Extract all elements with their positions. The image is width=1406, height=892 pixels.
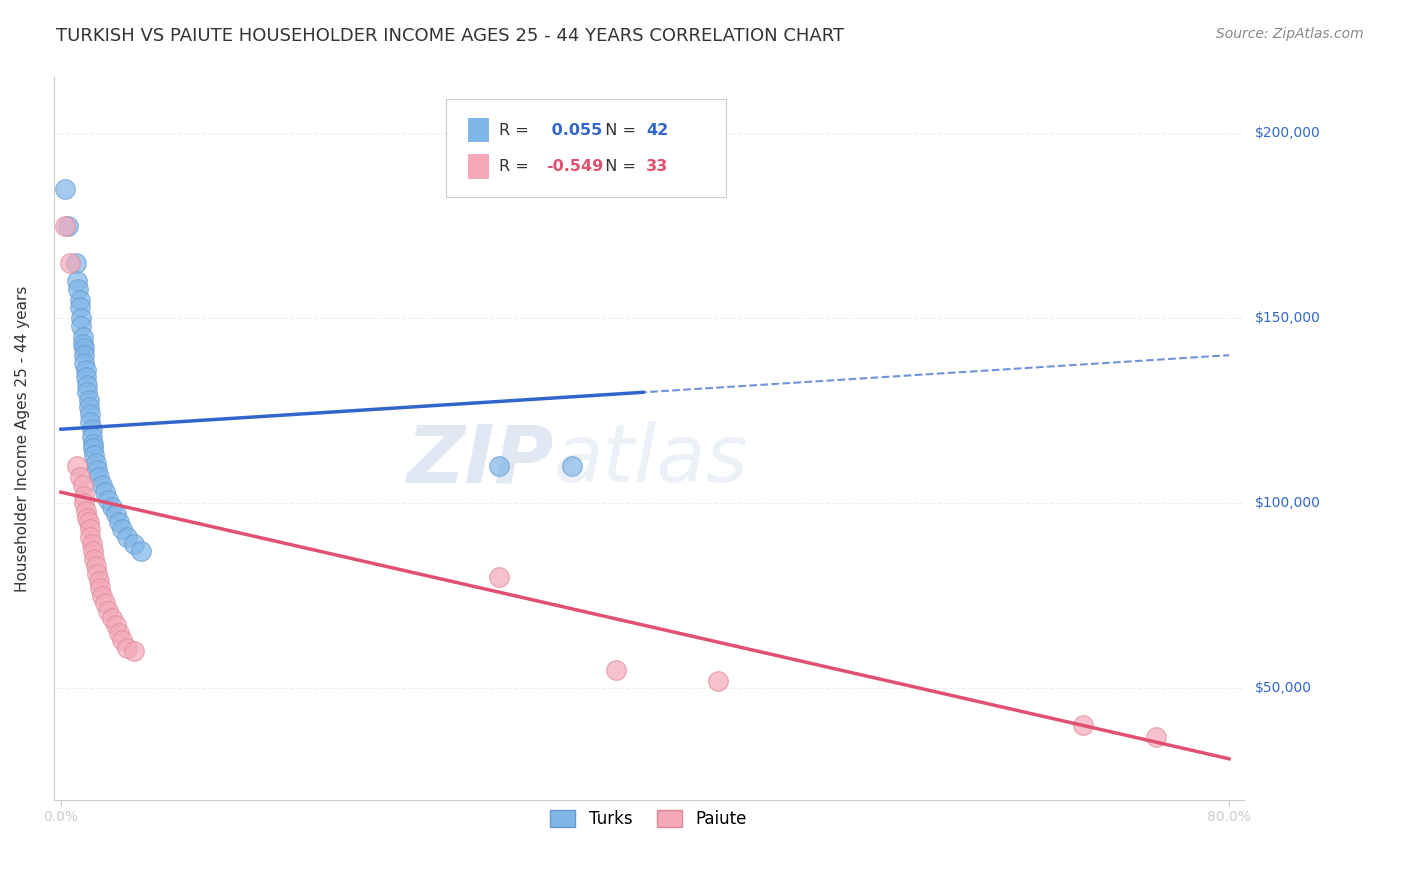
Text: N =: N =: [595, 123, 641, 137]
Point: [111, 522, 134, 536]
Point: [111, 633, 134, 648]
Point: [73, 489, 96, 503]
Y-axis label: Householder Income Ages 25 - 44 years: Householder Income Ages 25 - 44 years: [15, 285, 30, 591]
Point: [82, 441, 104, 455]
FancyBboxPatch shape: [468, 154, 489, 178]
Point: [80, 422, 103, 436]
Point: [73, 496, 96, 510]
Point: [80, 537, 103, 551]
Point: [122, 644, 145, 658]
Point: [129, 544, 152, 558]
Point: [70, 318, 93, 333]
Point: [69, 470, 91, 484]
Point: [76, 385, 98, 400]
Text: $100,000: $100,000: [1254, 496, 1320, 510]
Point: [73, 348, 96, 362]
Point: [53, 219, 76, 233]
Point: [59, 255, 82, 269]
Point: [82, 437, 104, 451]
Point: [1071, 718, 1094, 732]
Point: [90, 477, 112, 491]
Legend: Turks, Paiute: Turks, Paiute: [544, 803, 754, 835]
Point: [82, 544, 104, 558]
Point: [65, 255, 87, 269]
Text: $50,000: $50,000: [1254, 681, 1312, 696]
Point: [86, 566, 108, 581]
Point: [77, 400, 100, 414]
Point: [84, 559, 107, 574]
Point: [73, 341, 96, 355]
Point: [83, 448, 105, 462]
Text: R =: R =: [499, 123, 534, 137]
Point: [77, 515, 100, 529]
Point: [488, 570, 510, 584]
Point: [605, 663, 627, 677]
Point: [79, 522, 101, 536]
Point: [86, 463, 108, 477]
Point: [108, 515, 131, 529]
Point: [76, 511, 98, 525]
Point: [105, 618, 128, 632]
Point: [69, 293, 91, 307]
Point: [66, 459, 89, 474]
Point: [67, 281, 90, 295]
Point: [84, 456, 107, 470]
Point: [115, 640, 138, 655]
Text: N =: N =: [595, 159, 641, 174]
Point: [72, 329, 94, 343]
Point: [93, 596, 115, 610]
Point: [75, 363, 97, 377]
Text: R =: R =: [499, 159, 534, 174]
Point: [97, 492, 120, 507]
Text: $150,000: $150,000: [1254, 311, 1320, 326]
Text: $200,000: $200,000: [1254, 126, 1320, 140]
Point: [122, 537, 145, 551]
Point: [58, 219, 80, 233]
Text: -0.549: -0.549: [547, 159, 603, 174]
Point: [77, 392, 100, 407]
Point: [93, 485, 115, 500]
Text: Source: ZipAtlas.com: Source: ZipAtlas.com: [1216, 27, 1364, 41]
Point: [89, 582, 111, 596]
Point: [79, 530, 101, 544]
FancyBboxPatch shape: [468, 118, 489, 143]
Text: 0.055: 0.055: [547, 123, 603, 137]
Point: [561, 459, 583, 474]
Point: [75, 504, 97, 518]
Point: [101, 500, 124, 514]
Point: [72, 477, 94, 491]
Point: [79, 408, 101, 422]
Point: [53, 181, 76, 195]
Point: [87, 574, 110, 588]
Text: atlas: atlas: [554, 421, 748, 500]
Point: [101, 611, 124, 625]
Point: [87, 470, 110, 484]
Point: [79, 415, 101, 429]
Point: [80, 429, 103, 443]
Text: ZIP: ZIP: [406, 421, 554, 500]
Point: [97, 604, 120, 618]
Point: [76, 377, 98, 392]
Point: [83, 551, 105, 566]
Point: [75, 370, 97, 384]
Point: [108, 626, 131, 640]
Point: [69, 300, 91, 314]
FancyBboxPatch shape: [446, 99, 725, 196]
Point: [72, 337, 94, 351]
Text: TURKISH VS PAIUTE HOUSEHOLDER INCOME AGES 25 - 44 YEARS CORRELATION CHART: TURKISH VS PAIUTE HOUSEHOLDER INCOME AGE…: [56, 27, 845, 45]
Point: [1144, 730, 1167, 744]
Point: [70, 311, 93, 326]
Point: [707, 673, 730, 688]
Point: [105, 508, 128, 522]
Text: 42: 42: [647, 123, 668, 137]
Point: [66, 274, 89, 288]
Point: [73, 355, 96, 369]
Point: [90, 589, 112, 603]
Point: [115, 530, 138, 544]
Point: [488, 459, 510, 474]
Text: 33: 33: [647, 159, 668, 174]
